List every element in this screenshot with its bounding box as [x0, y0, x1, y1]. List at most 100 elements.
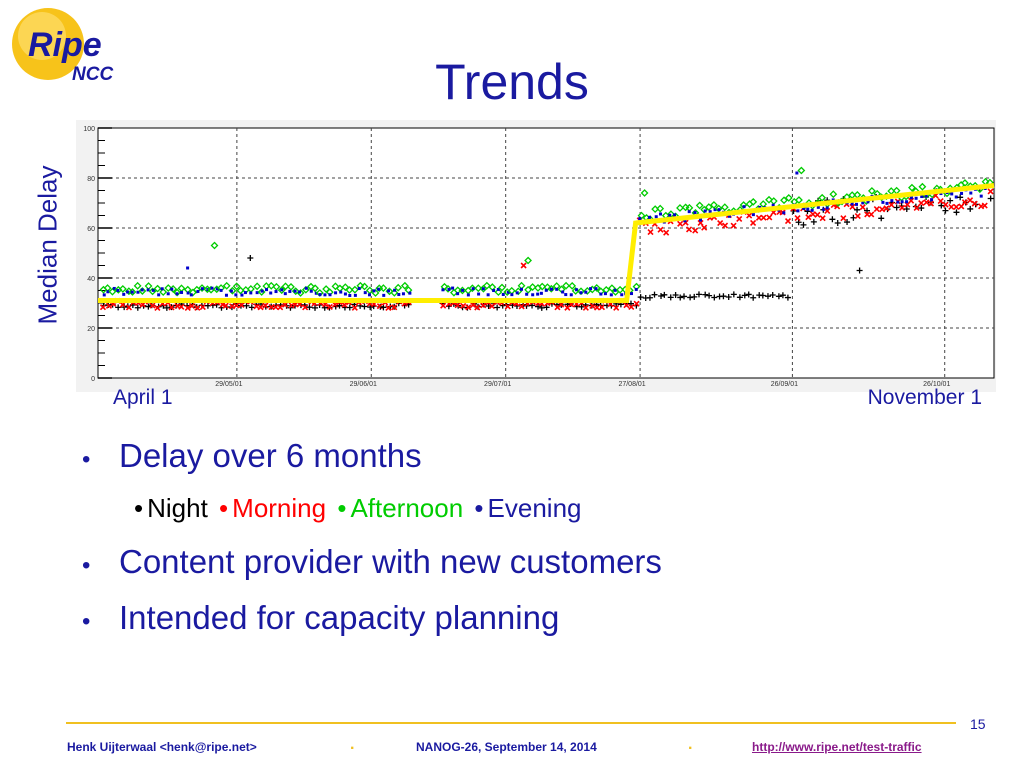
data-point-afternoon	[616, 285, 624, 294]
data-point-evening	[855, 202, 859, 206]
data-point-evening	[116, 288, 120, 292]
data-point-evening	[323, 293, 327, 297]
data-point-evening	[654, 215, 658, 219]
data-point-evening	[481, 287, 485, 291]
data-point-evening	[166, 292, 170, 296]
data-point-night	[115, 304, 122, 311]
data-point-morning	[281, 301, 289, 308]
data-point-afternoon	[829, 190, 838, 199]
data-point-evening	[471, 287, 475, 291]
data-point-morning	[178, 303, 185, 310]
data-point-evening	[969, 191, 973, 195]
data-point-evening	[539, 291, 543, 295]
data-point-afternoon	[656, 204, 665, 213]
data-point-afternoon	[547, 284, 556, 293]
data-point-evening	[260, 289, 264, 293]
data-point-evening	[274, 290, 278, 294]
data-point-evening	[575, 288, 579, 292]
data-point-night	[681, 293, 688, 300]
bullet-item: • Delay over 6 months	[82, 437, 422, 474]
data-point-night	[247, 255, 254, 261]
data-point-morning	[657, 226, 664, 233]
footer-divider	[66, 722, 956, 724]
data-point-night	[651, 291, 658, 298]
data-point-evening	[269, 291, 273, 295]
data-point-afternoon	[780, 196, 788, 205]
data-point-evening	[960, 191, 964, 195]
data-point-afternoon	[710, 200, 718, 209]
data-point-afternoon	[232, 282, 241, 291]
data-point-evening	[659, 212, 663, 216]
data-point-evening	[795, 171, 799, 175]
data-point-night	[769, 292, 776, 299]
data-point-afternoon	[277, 286, 286, 295]
data-point-afternoon	[331, 282, 340, 291]
data-point-night	[306, 304, 313, 311]
data-point-afternoon	[704, 203, 713, 212]
data-point-afternoon	[700, 205, 709, 214]
data-point-evening	[920, 195, 924, 199]
y-tick-label: 60	[87, 226, 95, 233]
data-point-evening	[550, 287, 554, 291]
data-point-evening	[157, 293, 161, 297]
data-point-evening	[555, 287, 559, 291]
data-point-morning	[518, 303, 525, 310]
bullet-item: • Content provider with new customers	[82, 543, 662, 580]
slide-title: Trends	[435, 54, 589, 110]
data-point-afternoon	[797, 166, 806, 175]
data-point-evening	[136, 290, 140, 294]
data-point-afternoon	[784, 194, 793, 202]
data-point-evening	[861, 201, 865, 205]
data-point-evening	[717, 208, 721, 212]
data-point-evening	[668, 213, 672, 217]
data-point-evening	[255, 291, 259, 295]
data-point-evening	[377, 287, 381, 291]
data-point-evening	[758, 205, 762, 209]
data-point-night	[953, 209, 960, 216]
data-point-evening	[564, 293, 568, 297]
data-point-night	[706, 292, 713, 299]
data-point-night	[248, 304, 255, 311]
data-point-night	[672, 291, 679, 298]
data-point-morning	[154, 304, 161, 312]
data-point-afternoon	[222, 281, 231, 290]
plot-frame	[97, 127, 995, 379]
page-number: 15	[970, 716, 986, 732]
data-point-evening	[613, 288, 617, 292]
data-point-evening	[280, 288, 284, 292]
footer-link[interactable]: http://www.ripe.net/test-traffic	[752, 740, 922, 754]
data-point-evening	[196, 289, 200, 293]
data-point-evening	[363, 291, 367, 295]
data-point-evening	[673, 213, 677, 217]
data-point-morning	[755, 214, 762, 221]
data-point-morning	[953, 203, 960, 211]
data-point-morning	[927, 200, 935, 207]
data-point-night	[856, 267, 863, 274]
data-point-evening	[806, 207, 810, 211]
data-point-evening	[885, 201, 889, 205]
data-point-morning	[229, 303, 236, 310]
x-tick-label: 29/07/01	[484, 381, 511, 388]
data-point-night	[711, 294, 718, 301]
data-point-evening	[140, 288, 144, 292]
data-point-evening	[309, 289, 313, 293]
data-point-evening	[713, 208, 717, 212]
data-point-afternoon	[458, 286, 467, 295]
data-point-evening	[584, 290, 588, 294]
data-point-afternoon	[350, 285, 359, 294]
data-point-morning	[717, 220, 724, 227]
data-point-afternoon	[345, 286, 354, 294]
data-point-night	[759, 292, 766, 299]
series-legend: • Night • Morning • Afternoon • Evening	[134, 493, 582, 523]
data-point-night	[163, 304, 170, 311]
data-point-morning	[341, 301, 348, 308]
data-point-evening	[229, 289, 233, 293]
x-tick-label: 26/09/01	[771, 381, 798, 388]
data-point-evening	[249, 291, 253, 295]
data-point-evening	[372, 289, 376, 293]
data-point-night	[942, 207, 949, 214]
y-axis-label: Median Delay	[32, 165, 63, 325]
data-point-evening	[328, 293, 332, 297]
data-point-afternoon	[720, 203, 729, 212]
data-point-morning	[819, 215, 826, 222]
